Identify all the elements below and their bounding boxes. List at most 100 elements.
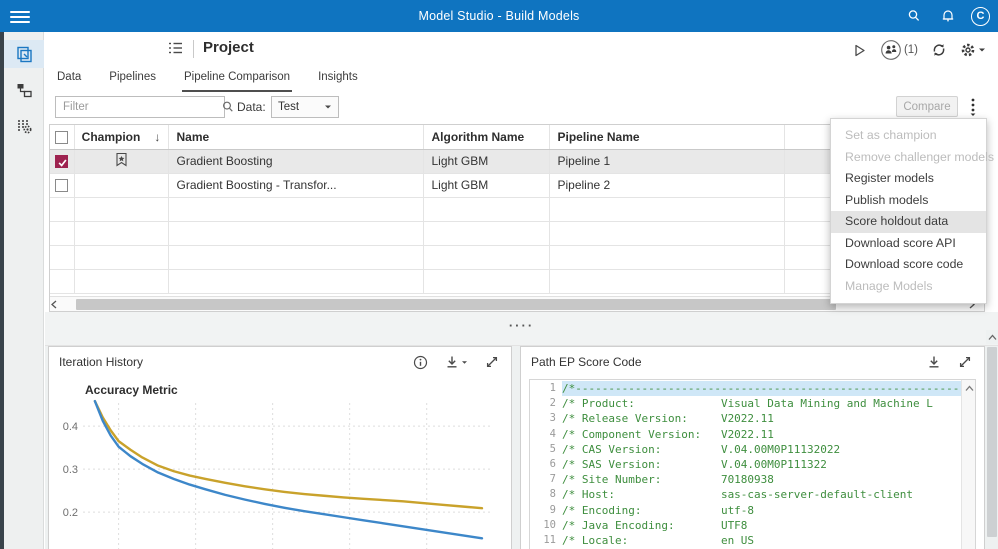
search-icon[interactable] [903,5,925,27]
splitter-handle[interactable]: ···· [509,321,534,331]
chevron-down-icon [324,104,332,110]
cell-select [50,149,74,173]
refresh-icon[interactable] [929,40,949,60]
expand-icon[interactable] [483,353,501,371]
cell-empty [50,221,74,245]
sort-desc-icon[interactable]: ↓ [154,130,160,144]
filter-input[interactable] [56,101,221,113]
code-line: 9/* Encoding: utf-8 [530,503,961,518]
chevron-down-icon [461,360,468,365]
code-text: /* CAS Version: V.04.00M0P11132022 [562,442,961,457]
rail-projects-icon[interactable] [4,40,44,68]
code-line: 2/* Product: Visual Data Mining and Mach… [530,396,961,411]
scroll-up-icon[interactable] [986,330,998,344]
code-text: /*--------------------------------------… [562,381,961,396]
menu-item-set-as-champion: Set as champion [831,125,986,147]
cell-pipeline: Pipeline 1 [549,149,784,173]
rail-data-exchange-icon[interactable] [4,112,44,140]
cell-empty [74,221,168,245]
code-text: /* Host: sas-cas-server-default-client [562,487,961,502]
cell-empty [423,197,549,221]
topbar-actions: C [903,0,990,32]
download-icon[interactable] [925,353,943,371]
cell-empty [549,269,784,293]
cell-empty [168,245,423,269]
scroll-left-icon[interactable] [50,297,66,311]
data-select-value: Test [278,101,299,113]
code-line: 11/* Locale: en US [530,533,961,548]
cell-empty [74,245,168,269]
scrollbar-thumb[interactable] [76,299,836,310]
champion-badge-icon [115,152,128,167]
line-number: 1 [530,381,562,396]
project-header-row: Project (1) [45,32,998,66]
menu-item-register-models[interactable]: Register models [831,168,986,190]
cell-champion [74,173,168,197]
cell-empty [50,197,74,221]
line-number: 8 [530,487,562,502]
line-number: 7 [530,472,562,487]
run-icon[interactable] [850,41,869,60]
filter-search-icon[interactable] [221,100,235,114]
y-tick-label: 0.4 [63,421,78,433]
line-number: 6 [530,457,562,472]
compare-button[interactable]: Compare [896,96,958,117]
chart-title: Accuracy Metric [85,383,511,397]
settings-gear-icon[interactable] [958,40,988,60]
cell-select [50,173,74,197]
cell-empty [168,221,423,245]
project-actions: (1) [850,37,988,63]
download-icon[interactable] [443,353,470,371]
code-vertical-scrollbar [961,380,975,549]
code-line: 10/* Java Encoding: UTF8 [530,518,961,533]
iteration-history-chart: 0.20.30.4 [49,399,494,549]
expand-icon[interactable] [956,353,974,371]
collaborators-icon[interactable]: (1) [878,37,920,63]
cell-empty [423,269,549,293]
line-number: 10 [530,518,562,533]
cell-champion [74,149,168,173]
score-code-editor[interactable]: 1/*-------------------------------------… [529,379,976,549]
tab-insights[interactable]: Insights [316,66,360,92]
code-text: /* Java Encoding: UTF8 [562,518,961,533]
scrollbar-thumb[interactable] [987,347,997,537]
cell-name: Gradient Boosting [168,149,423,173]
rail-pipelines-icon[interactable] [4,76,44,104]
project-list-icon[interactable] [168,41,184,55]
line-number: 2 [530,396,562,411]
menu-item-download-score-api[interactable]: Download score API [831,233,986,255]
code-text: /* Site Number: 70180938 [562,472,961,487]
window-vertical-scrollbar [986,330,998,549]
cell-empty [168,197,423,221]
data-label: Data: [237,100,266,114]
select-all-checkbox[interactable] [55,131,68,144]
code-text: /* Component Version: V2022.11 [562,427,961,442]
cell-empty [549,245,784,269]
panel-title: Path EP Score Code [531,355,925,369]
notifications-bell-icon[interactable] [937,5,959,27]
line-number: 11 [530,533,562,548]
tab-data[interactable]: Data [55,66,83,92]
tab-bar: Data Pipelines Pipeline Comparison Insights [45,66,998,92]
menu-item-publish-models[interactable]: Publish models [831,190,986,212]
scroll-up-icon[interactable] [962,380,976,394]
collaborator-count: (1) [904,44,918,56]
cell-empty [50,269,74,293]
info-icon[interactable] [411,353,430,372]
data-select[interactable]: Test [271,96,339,118]
code-text: /* Locale: en US [562,533,961,548]
code-text: /* Product: Visual Data Mining and Machi… [562,396,961,411]
menu-item-score-holdout-data[interactable]: Score holdout data [831,211,986,233]
user-avatar[interactable]: C [971,7,990,26]
cell-empty [423,245,549,269]
app-header: Model Studio - Build Models C [0,0,998,32]
cell-empty [50,245,74,269]
code-line: 8/* Host: sas-cas-server-default-client [530,487,961,502]
row-checkbox[interactable] [55,179,68,192]
menu-item-download-score-code[interactable]: Download score code [831,254,986,276]
tab-pipelines[interactable]: Pipelines [107,66,158,92]
overflow-kebab-icon[interactable] [968,95,986,119]
row-checkbox[interactable] [55,155,68,168]
results-area: Iteration History Accuracy Metric 0.20.3… [45,346,998,549]
tab-pipeline-comparison[interactable]: Pipeline Comparison [182,66,292,92]
